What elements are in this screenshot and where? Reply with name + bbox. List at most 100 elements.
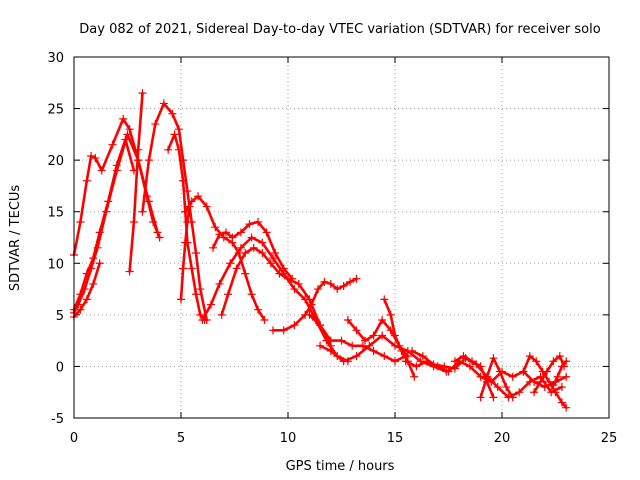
series-trace bbox=[479, 356, 515, 399]
data-point bbox=[386, 310, 395, 319]
data-point bbox=[254, 218, 263, 227]
data-point bbox=[391, 331, 399, 340]
series-track-4 bbox=[70, 259, 104, 321]
data-point bbox=[174, 125, 183, 134]
series-trace bbox=[453, 354, 495, 399]
data-point bbox=[236, 243, 245, 252]
y-tick-label: 10 bbox=[47, 257, 64, 272]
data-point bbox=[119, 114, 128, 123]
data-point bbox=[125, 125, 134, 134]
data-layer bbox=[70, 89, 571, 412]
data-point bbox=[508, 393, 517, 402]
series-track-21 bbox=[476, 354, 517, 402]
data-point bbox=[346, 277, 355, 286]
data-point bbox=[102, 207, 111, 216]
data-point bbox=[450, 357, 459, 366]
data-point bbox=[151, 120, 160, 129]
data-point bbox=[326, 336, 335, 345]
data-point bbox=[247, 290, 256, 299]
data-point bbox=[196, 285, 205, 294]
data-point bbox=[191, 248, 200, 257]
data-point bbox=[410, 372, 419, 381]
data-point bbox=[87, 152, 96, 161]
data-point bbox=[557, 362, 566, 371]
data-point bbox=[269, 326, 278, 335]
data-point bbox=[194, 192, 203, 201]
data-point bbox=[232, 264, 241, 273]
data-point bbox=[258, 238, 267, 247]
x-axis-label: GPS time / hours bbox=[286, 459, 395, 474]
data-point bbox=[352, 274, 361, 283]
x-tick-label: 20 bbox=[494, 431, 511, 446]
data-point bbox=[316, 341, 325, 350]
data-point bbox=[271, 248, 280, 257]
series-trace bbox=[522, 354, 568, 410]
series-trace bbox=[552, 359, 568, 387]
data-point bbox=[365, 341, 374, 350]
data-point bbox=[339, 281, 348, 290]
series-track-5 bbox=[125, 89, 147, 276]
data-point bbox=[275, 269, 284, 278]
x-tick-label: 10 bbox=[280, 431, 297, 446]
data-point bbox=[339, 357, 348, 366]
data-point bbox=[378, 316, 387, 325]
data-point bbox=[76, 218, 85, 227]
y-tick-label: -5 bbox=[51, 412, 64, 427]
data-point bbox=[236, 228, 245, 237]
data-point bbox=[495, 367, 504, 376]
data-point bbox=[266, 259, 275, 268]
data-point bbox=[551, 388, 560, 397]
series-trace bbox=[72, 133, 159, 315]
data-point bbox=[191, 290, 200, 299]
data-point bbox=[549, 357, 558, 366]
data-point bbox=[224, 290, 233, 299]
series-track-1 bbox=[70, 114, 164, 260]
data-point bbox=[418, 352, 427, 361]
data-point bbox=[144, 156, 153, 165]
series-track-9 bbox=[181, 192, 269, 325]
data-point bbox=[337, 336, 346, 345]
data-point bbox=[508, 372, 517, 381]
data-point bbox=[553, 372, 562, 381]
data-point bbox=[153, 228, 162, 237]
data-point bbox=[476, 362, 485, 371]
data-point bbox=[489, 354, 498, 363]
data-point bbox=[209, 243, 218, 252]
series-track-24 bbox=[549, 357, 571, 389]
x-tick-label: 25 bbox=[601, 431, 618, 446]
data-point bbox=[74, 300, 83, 309]
data-point bbox=[155, 233, 164, 242]
data-point bbox=[476, 393, 485, 402]
data-point bbox=[82, 295, 91, 304]
data-point bbox=[228, 233, 237, 242]
data-point bbox=[112, 166, 121, 175]
data-point bbox=[429, 360, 438, 369]
data-point bbox=[196, 310, 205, 319]
data-point bbox=[262, 228, 271, 237]
data-point bbox=[138, 89, 147, 98]
grid-layer bbox=[74, 57, 609, 418]
data-point bbox=[108, 140, 117, 149]
data-point bbox=[320, 277, 329, 286]
data-point bbox=[369, 346, 378, 355]
series-trace bbox=[128, 91, 144, 273]
series-trace bbox=[308, 313, 408, 363]
data-point bbox=[343, 316, 352, 325]
y-tick-label: 25 bbox=[47, 103, 64, 118]
data-point bbox=[258, 248, 267, 257]
data-point bbox=[245, 220, 254, 229]
data-point bbox=[174, 145, 183, 154]
data-point bbox=[179, 176, 188, 185]
data-point bbox=[483, 372, 492, 381]
data-point bbox=[290, 285, 299, 294]
data-point bbox=[181, 207, 190, 216]
series-trace bbox=[184, 194, 266, 322]
data-point bbox=[290, 321, 299, 330]
data-point bbox=[536, 377, 545, 386]
data-point bbox=[284, 274, 292, 283]
data-point bbox=[557, 383, 566, 392]
data-point bbox=[219, 233, 228, 242]
data-point bbox=[352, 352, 361, 361]
data-point bbox=[313, 285, 322, 294]
